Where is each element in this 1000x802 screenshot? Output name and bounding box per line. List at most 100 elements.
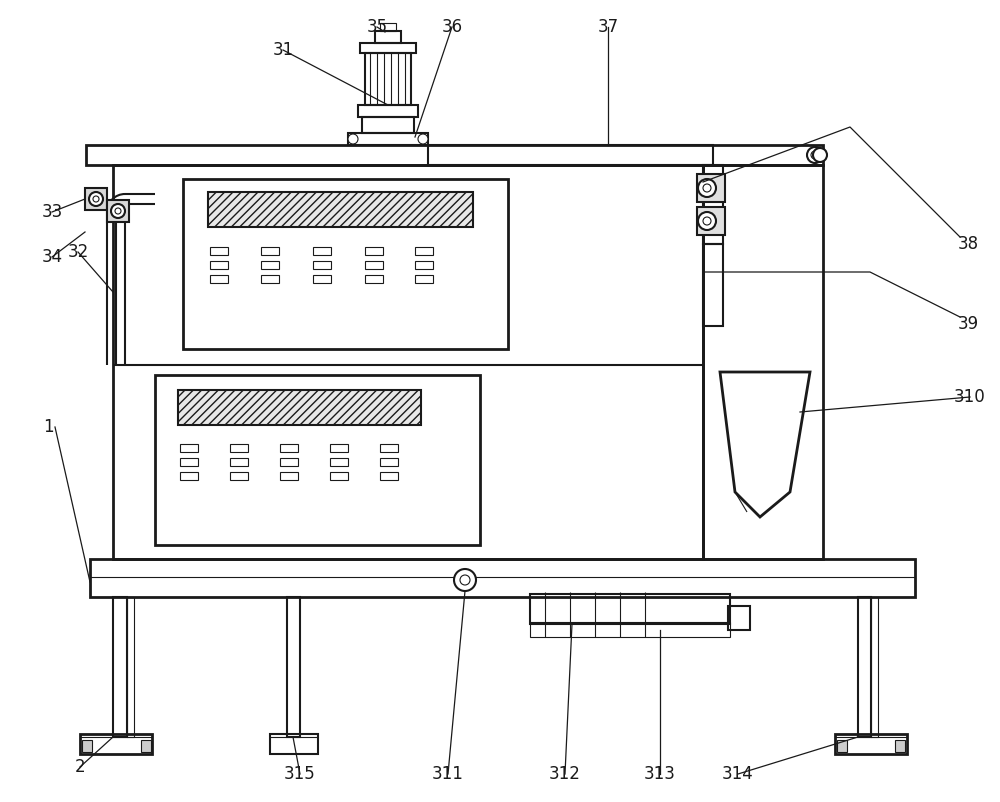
Bar	[90, 559, 915, 597]
Bar	[330, 458, 348, 466]
Bar	[380, 23, 396, 31]
Circle shape	[698, 179, 716, 197]
Circle shape	[93, 196, 99, 202]
Bar	[141, 740, 151, 752]
Text: 35: 35	[366, 18, 388, 36]
Bar	[261, 247, 279, 255]
Bar	[348, 133, 428, 145]
Bar	[365, 275, 383, 283]
Bar	[415, 261, 433, 269]
Bar	[362, 117, 414, 133]
Bar	[127, 597, 134, 737]
Bar	[180, 472, 198, 480]
Circle shape	[89, 192, 103, 206]
Bar	[270, 734, 318, 754]
Bar	[871, 597, 878, 737]
Bar	[280, 472, 298, 480]
Circle shape	[418, 134, 428, 144]
Bar	[86, 145, 823, 165]
Bar	[180, 458, 198, 466]
Bar	[210, 275, 228, 283]
Bar	[365, 247, 383, 255]
Bar	[230, 444, 248, 452]
Bar	[858, 597, 871, 737]
Polygon shape	[720, 372, 810, 517]
Text: 314: 314	[722, 765, 754, 783]
Bar	[178, 390, 421, 425]
Text: 310: 310	[954, 388, 986, 406]
Bar	[415, 275, 433, 283]
Bar	[375, 31, 401, 43]
Bar	[703, 244, 723, 326]
Bar	[280, 458, 298, 466]
Bar	[113, 597, 127, 737]
Text: 38: 38	[957, 235, 979, 253]
Circle shape	[807, 147, 823, 163]
Bar	[113, 165, 703, 559]
Bar	[208, 192, 473, 227]
Bar	[330, 444, 348, 452]
Bar	[261, 275, 279, 283]
Bar	[380, 458, 398, 466]
Text: 31: 31	[272, 41, 294, 59]
Bar	[82, 740, 92, 752]
Bar	[230, 458, 248, 466]
Bar	[180, 444, 198, 452]
Bar	[835, 734, 907, 754]
Bar	[313, 247, 331, 255]
Bar	[330, 472, 348, 480]
Circle shape	[703, 184, 711, 192]
Text: 39: 39	[957, 315, 979, 333]
Circle shape	[703, 217, 711, 225]
Bar	[80, 734, 152, 754]
Bar	[210, 261, 228, 269]
Bar	[313, 261, 331, 269]
Text: 315: 315	[284, 765, 316, 783]
Bar	[210, 247, 228, 255]
Circle shape	[460, 575, 470, 585]
Bar	[358, 105, 418, 117]
Bar	[107, 200, 129, 222]
Text: 311: 311	[432, 765, 464, 783]
Circle shape	[811, 151, 819, 159]
Text: 33: 33	[41, 203, 63, 221]
Bar	[155, 375, 480, 545]
Bar	[728, 606, 750, 630]
Bar	[530, 622, 730, 637]
Circle shape	[813, 148, 827, 162]
Bar	[365, 53, 411, 105]
Bar	[895, 740, 905, 752]
Text: 1: 1	[43, 418, 53, 436]
Bar	[380, 444, 398, 452]
Text: 34: 34	[41, 248, 63, 266]
Text: 36: 36	[441, 18, 463, 36]
Circle shape	[111, 204, 125, 218]
Text: 313: 313	[644, 765, 676, 783]
Bar	[703, 165, 823, 559]
Bar	[530, 594, 730, 624]
Bar	[415, 247, 433, 255]
Circle shape	[454, 569, 476, 591]
Text: 37: 37	[597, 18, 619, 36]
Bar	[380, 472, 398, 480]
Circle shape	[698, 212, 716, 230]
Bar	[703, 165, 723, 244]
Circle shape	[348, 134, 358, 144]
Bar	[360, 43, 416, 53]
Bar	[280, 444, 298, 452]
Text: 312: 312	[549, 765, 581, 783]
Bar	[697, 174, 725, 202]
Bar	[428, 145, 713, 165]
Bar	[183, 179, 508, 349]
Text: 32: 32	[67, 243, 89, 261]
Bar	[261, 261, 279, 269]
Bar	[230, 472, 248, 480]
Bar	[365, 261, 383, 269]
Bar	[697, 207, 725, 235]
Bar	[837, 740, 847, 752]
Bar	[85, 188, 107, 210]
Circle shape	[115, 208, 121, 214]
Bar	[313, 275, 331, 283]
Text: 2: 2	[75, 758, 85, 776]
Bar	[287, 597, 300, 737]
